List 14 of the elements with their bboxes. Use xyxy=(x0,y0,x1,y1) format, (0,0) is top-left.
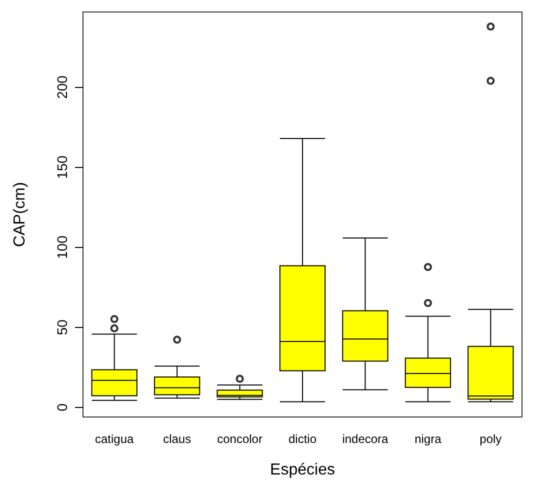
x-tick-label: catigua xyxy=(95,432,134,446)
x-tick-label: dictio xyxy=(288,432,317,446)
x-axis-title: Espécies xyxy=(270,462,335,478)
x-tick-label: nigra xyxy=(414,432,442,446)
y-tick-label: 0 xyxy=(54,403,70,412)
x-tick-label: concolor xyxy=(217,432,262,446)
y-tick-label: 50 xyxy=(54,319,70,336)
y-axis-title: CAP(cm) xyxy=(12,182,28,247)
y-tick-label: 200 xyxy=(54,75,70,99)
x-tick-label: poly xyxy=(480,432,502,446)
x-tick-label: claus xyxy=(163,432,192,446)
x-tick-label: indecora xyxy=(342,432,389,446)
y-tick-label: 150 xyxy=(54,155,70,179)
y-tick-label: 100 xyxy=(54,235,70,259)
